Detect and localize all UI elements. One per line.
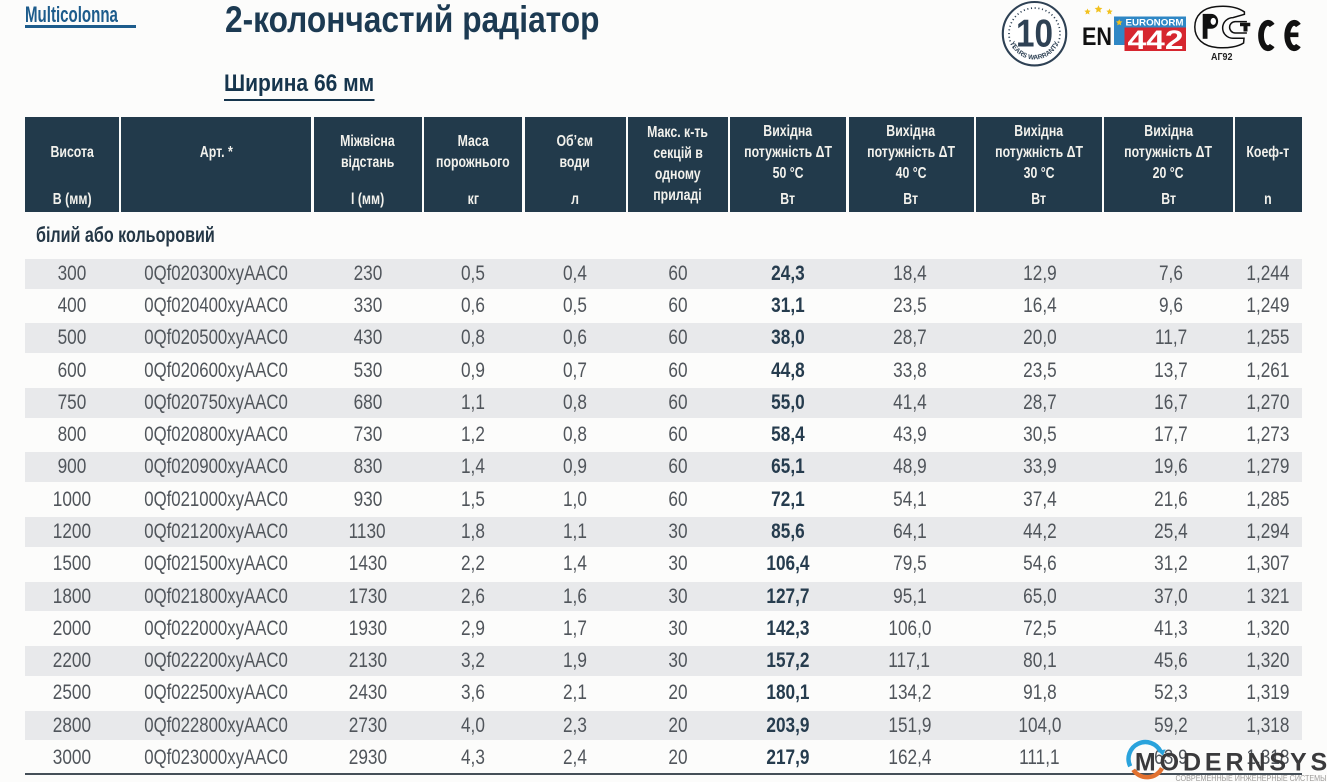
svg-text:EN: EN (1082, 23, 1112, 51)
svg-text:MODERNSYS: MODERNSYS (1135, 748, 1327, 776)
svg-text:442: 442 (1128, 25, 1184, 55)
svg-text:10: 10 (1016, 13, 1053, 56)
svg-text:EURONORM: EURONORM (1126, 17, 1184, 28)
svg-text:СОВРЕМЕННЫЕ ИНЖЕНЕРНЫЕ СИСТЕМЫ: СОВРЕМЕННЫЕ ИНЖЕНЕРНЫЕ СИСТЕМЫ (1176, 773, 1327, 782)
svg-text:АГ92: АГ92 (1211, 52, 1233, 63)
